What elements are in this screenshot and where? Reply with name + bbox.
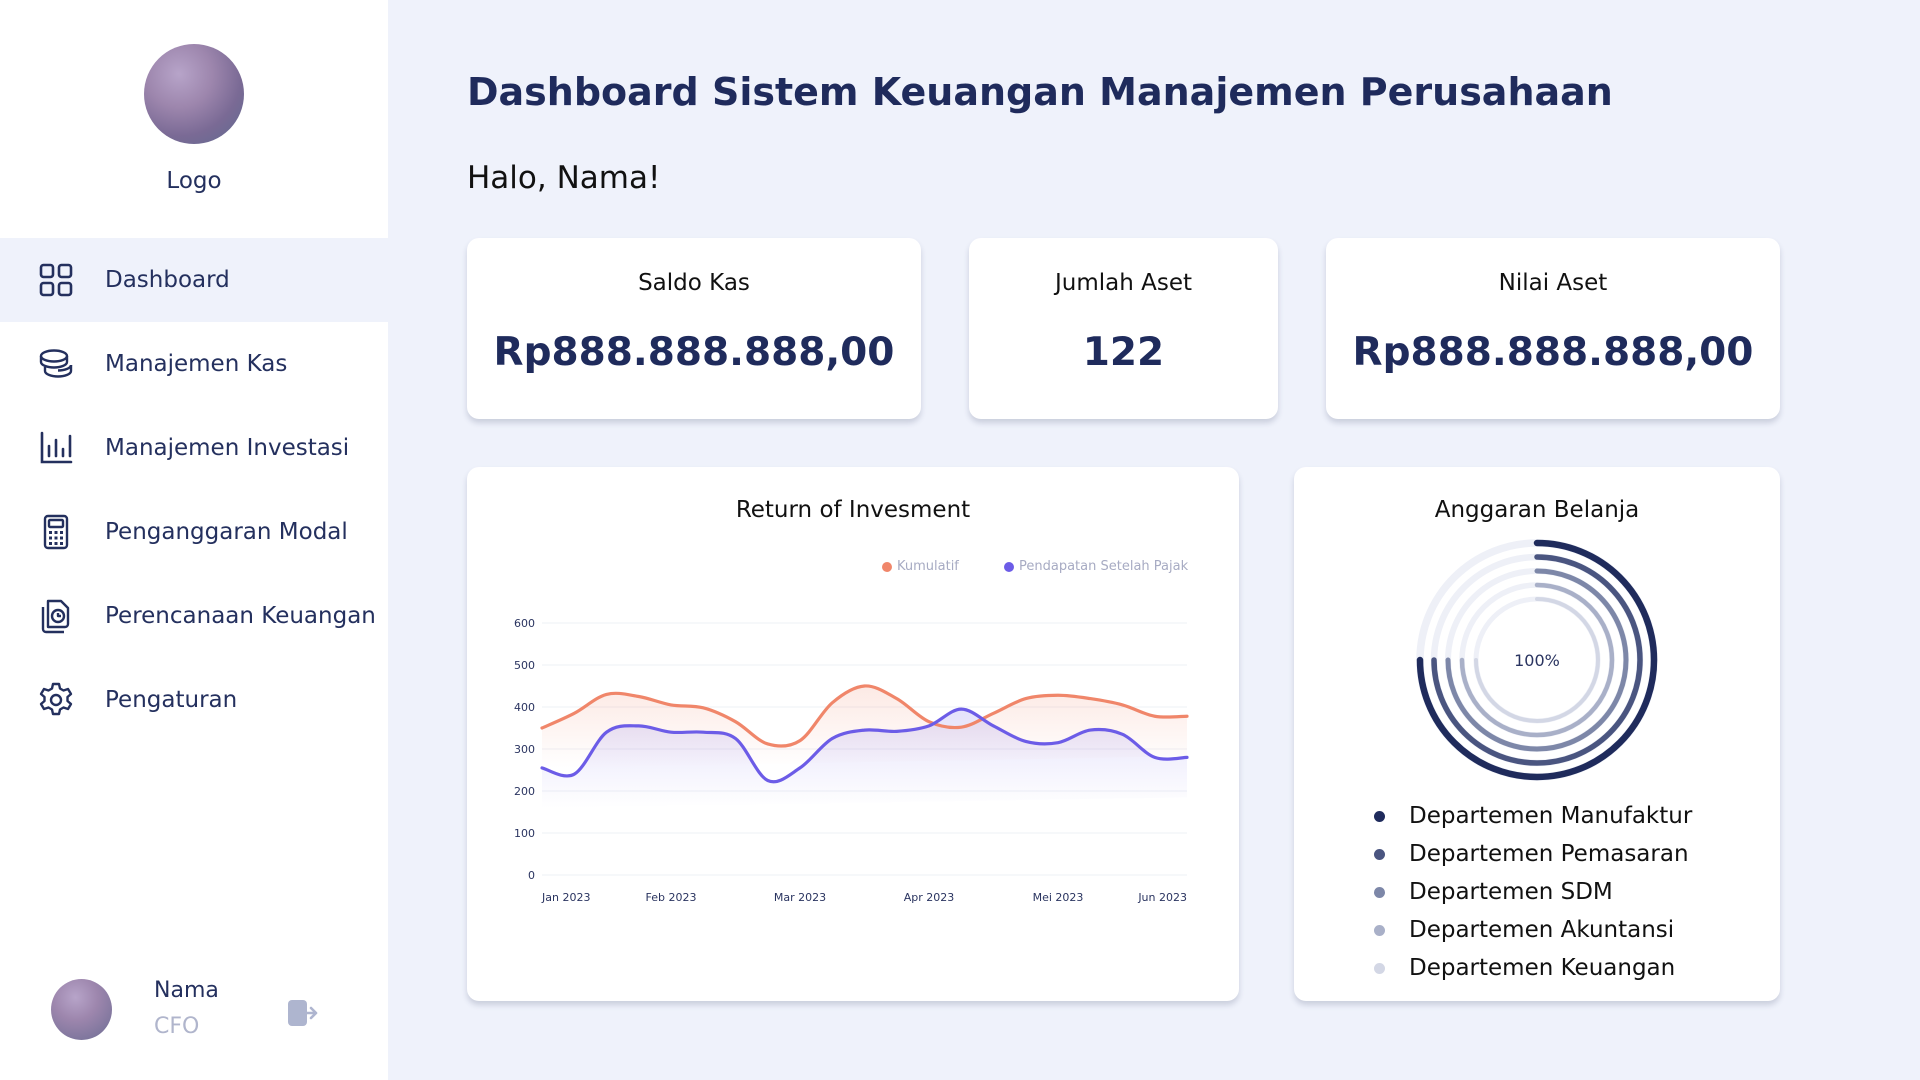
logo-image[interactable]	[144, 44, 244, 144]
y-tick-label: 0	[528, 869, 535, 882]
legend-item-kumulatif[interactable]: Kumulatif	[882, 559, 959, 574]
sidebar-item-manajemen-kas[interactable]: Manajemen Kas	[0, 322, 388, 406]
sidebar-item-dashboard[interactable]: Dashboard	[0, 238, 388, 322]
stat-card-jumlah-aset: Jumlah Aset 122	[969, 238, 1278, 419]
bar-chart-icon	[36, 428, 76, 468]
greeting: Halo, Nama!	[467, 160, 661, 196]
ring-arc[interactable]	[1416, 539, 1658, 781]
x-tick-label: Mar 2023	[774, 891, 826, 904]
ring-arc[interactable]	[1431, 554, 1643, 766]
logo-area: Logo	[0, 0, 388, 238]
ring-arc[interactable]	[1474, 597, 1600, 723]
page-title: Dashboard Sistem Keuangan Manajemen Peru…	[467, 70, 1613, 114]
budget-radial-chart: 100%	[1416, 539, 1658, 781]
legend-bullet	[1374, 962, 1385, 974]
sidebar-item-label: Dashboard	[105, 267, 230, 293]
x-tick-label: Mei 2023	[1033, 891, 1084, 904]
roi-line-chart: 0 100 200 300 400 500 600 Jan 2023 Feb 2023 Mar 2…	[514, 617, 1189, 904]
legend-label: Departemen Keuangan	[1409, 955, 1676, 981]
legend-label: Departemen Akuntansi	[1409, 917, 1675, 943]
legend-item: Departemen Akuntansi	[1374, 911, 1692, 949]
sidebar-nav: Dashboard Manajemen Kas Manajemen Invest…	[0, 238, 388, 742]
stat-label: Nilai Aset	[1498, 270, 1608, 296]
series-line-kumulatif[interactable]	[540, 684, 1189, 748]
sidebar-item-manajemen-investasi[interactable]: Manajemen Investasi	[0, 406, 388, 490]
x-tick-label: Jan 2023	[541, 891, 590, 904]
legend-label: Pendapatan Setelah Pajak	[1019, 559, 1189, 574]
legend-label: Kumulatif	[897, 559, 959, 574]
sidebar-item-label: Manajemen Investasi	[105, 435, 350, 461]
roi-chart-card: Return of Invesment Kumulatif Pendapatan…	[467, 467, 1239, 1001]
coins-icon	[36, 344, 76, 384]
stat-card-saldo-kas: Saldo Kas Rp888.888.888,00	[467, 238, 921, 419]
legend-dot	[1004, 561, 1014, 572]
y-tick-label: 500	[514, 659, 535, 672]
gear-icon	[36, 680, 76, 720]
budget-title: Anggaran Belanja	[1434, 497, 1640, 523]
x-tick-label: Apr 2023	[904, 891, 955, 904]
y-tick-label: 100	[514, 827, 535, 840]
sidebar-item-label: Pengaturan	[105, 687, 238, 713]
sidebar: Logo Dashboard Manajemen Kas	[0, 0, 388, 1080]
series-line-pendapatan[interactable]	[540, 707, 1189, 784]
legend-item: Departemen Keuangan	[1374, 949, 1692, 987]
legend-bullet	[1374, 848, 1385, 860]
user-name: Nama	[154, 978, 219, 1003]
grid-icon	[36, 260, 76, 300]
avatar[interactable]	[51, 979, 112, 1040]
legend-label: Departemen Manufaktur	[1409, 803, 1693, 829]
y-tick-label: 600	[514, 617, 535, 630]
budget-legend: Departemen Manufaktur Departemen Pemasara…	[1374, 797, 1692, 987]
stat-value: Rp888.888.888,00	[1352, 330, 1754, 375]
logout-icon[interactable]	[285, 996, 319, 1030]
legend-bullet	[1374, 924, 1385, 936]
document-clock-icon	[36, 596, 76, 636]
legend-item: Departemen Pemasaran	[1374, 835, 1692, 873]
logo-text: Logo	[166, 168, 222, 194]
user-profile: Nama CFO	[0, 970, 388, 1050]
budget-card: Anggaran Belanja 100% Departemen Manufak…	[1294, 467, 1780, 1001]
y-tick-label: 300	[514, 743, 535, 756]
stat-value: Rp888.888.888,00	[493, 330, 895, 375]
sidebar-item-perencanaan-keuangan[interactable]: Perencanaan Keuangan	[0, 574, 388, 658]
stat-value: 122	[1082, 330, 1165, 375]
legend-label: Departemen Pemasaran	[1409, 841, 1689, 867]
roi-chart-title: Return of Invesment	[735, 497, 971, 523]
sidebar-item-label: Manajemen Kas	[105, 351, 288, 377]
ring-arc[interactable]	[1459, 582, 1615, 738]
donut-center-label: 100%	[1514, 651, 1560, 670]
stat-label: Jumlah Aset	[1054, 270, 1193, 296]
legend-item: Departemen SDM	[1374, 873, 1692, 911]
user-role: CFO	[154, 1014, 200, 1039]
stat-label: Saldo Kas	[638, 270, 750, 296]
legend-dot	[882, 561, 892, 572]
sidebar-item-pengaturan[interactable]: Pengaturan	[0, 658, 388, 742]
sidebar-item-label: Perencanaan Keuangan	[105, 603, 376, 629]
stat-card-nilai-aset: Nilai Aset Rp888.888.888,00	[1326, 238, 1780, 419]
legend-item: Departemen Manufaktur	[1374, 797, 1692, 835]
y-tick-label: 400	[514, 701, 535, 714]
x-tick-label: Jun 2023	[1137, 891, 1187, 904]
ring-arc[interactable]	[1445, 568, 1629, 752]
calculator-icon	[36, 512, 76, 552]
legend-item-pendapatan[interactable]: Pendapatan Setelah Pajak	[1004, 559, 1188, 574]
y-tick-label: 200	[514, 785, 535, 798]
legend-label: Departemen SDM	[1409, 879, 1613, 905]
sidebar-item-penganggaran-modal[interactable]: Penganggaran Modal	[0, 490, 388, 574]
legend-bullet	[1374, 810, 1385, 822]
sidebar-item-label: Penganggaran Modal	[105, 519, 348, 545]
x-tick-label: Feb 2023	[646, 891, 697, 904]
legend-bullet	[1374, 886, 1385, 898]
